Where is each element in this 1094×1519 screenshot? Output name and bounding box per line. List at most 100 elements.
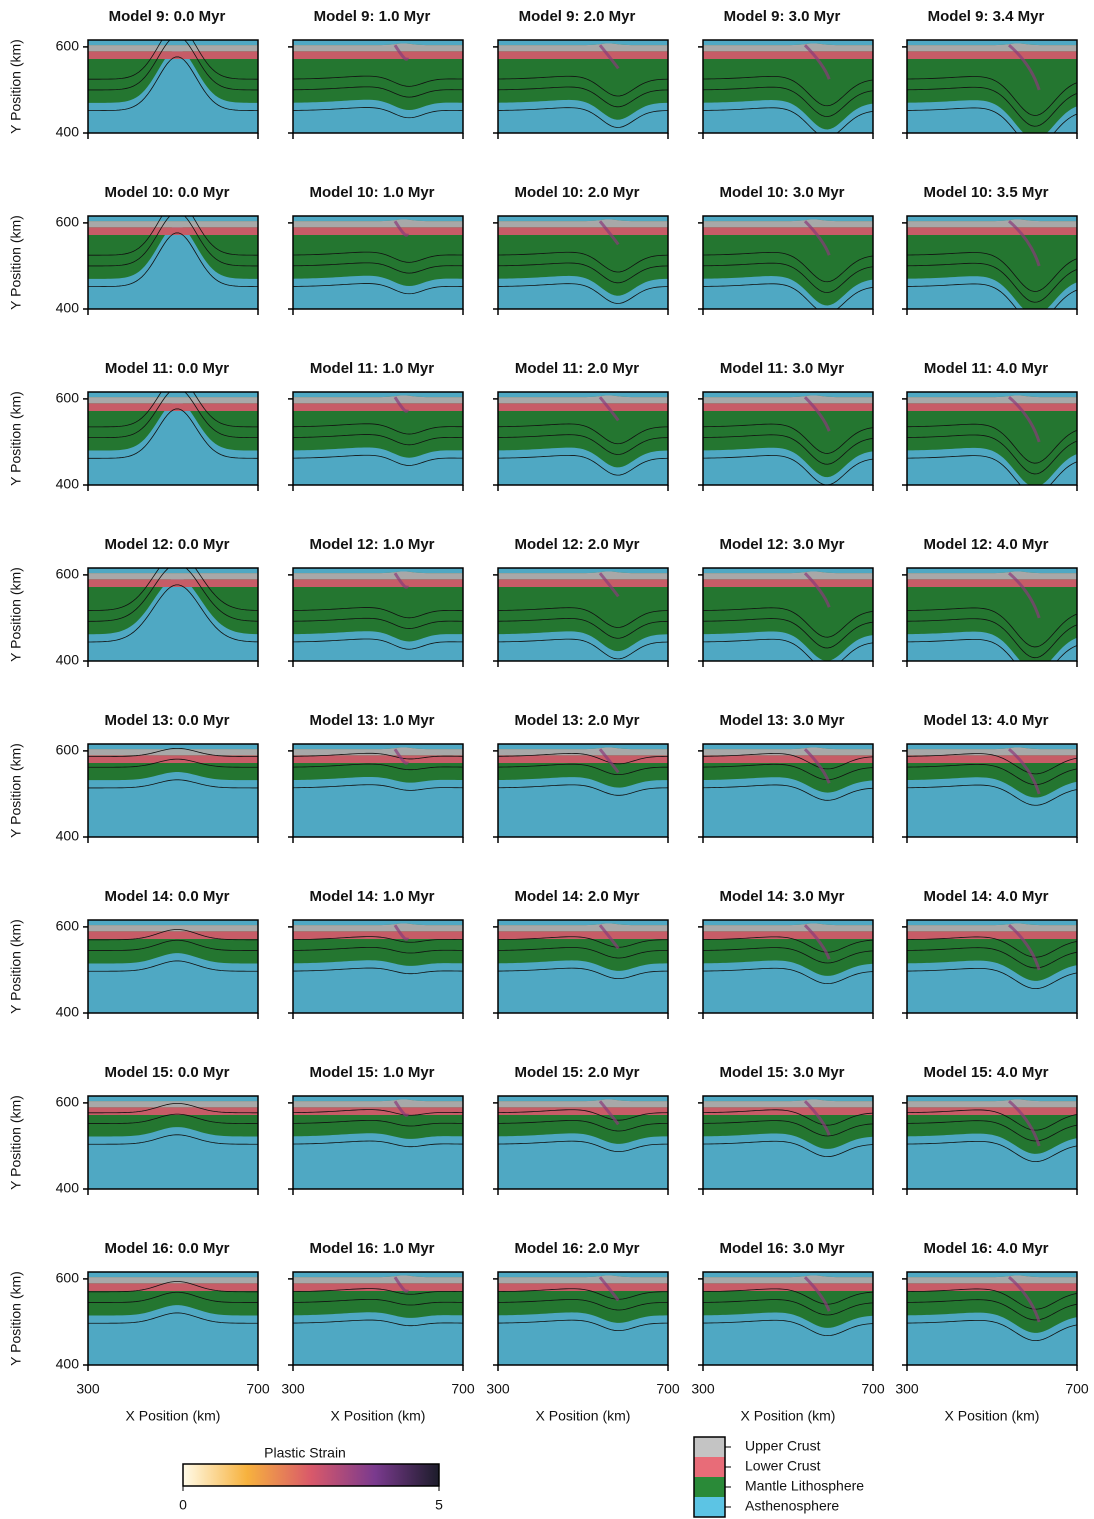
shade [88,744,258,837]
panel-field [88,744,258,837]
x-tick-label: 700 [246,1381,270,1397]
panel-field [703,216,873,313]
panel-field [907,744,1077,837]
shade [88,1096,258,1189]
panel-field [293,1096,463,1189]
y-tick-label: 400 [56,300,80,316]
panel-title: Model 16: 2.0 Myr [514,1240,639,1257]
panel-field [703,1272,873,1365]
legend-swatch [694,1477,725,1497]
panel-title: Model 10: 0.0 Myr [104,184,229,201]
x-axis-label: X Position (km) [945,1408,1040,1424]
panel-title: Model 11: 0.0 Myr [105,360,229,377]
shade [293,1272,463,1365]
panel-field [907,920,1077,1013]
y-tick-label: 400 [56,652,80,668]
panel-title: Model 9: 2.0 Myr [519,8,636,25]
legend-label: Asthenosphere [745,1498,839,1514]
panel-title: Model 16: 3.0 Myr [719,1240,844,1257]
y-tick-label: 600 [56,566,80,582]
y-axis-label: Y Position (km) [8,743,24,838]
panel-title: Model 12: 1.0 Myr [309,536,434,553]
y-axis-label: Y Position (km) [8,567,24,662]
shade [293,920,463,1013]
legend-swatch [694,1457,725,1477]
panel-title: Model 15: 0.0 Myr [104,1064,229,1081]
y-tick-label: 400 [56,828,80,844]
y-tick-label: 600 [56,390,80,406]
y-axis-label: Y Position (km) [8,391,24,486]
panel-field [907,216,1077,323]
panel-title: Model 13: 2.0 Myr [514,712,639,729]
x-axis-label: X Position (km) [331,1408,426,1424]
panel-title: Model 11: 2.0 Myr [515,360,639,377]
panel-field [498,744,668,837]
shade [498,392,668,485]
x-tick-label: 700 [1065,1381,1089,1397]
panel-field [293,920,463,1013]
panel-title: Model 14: 4.0 Myr [923,888,1048,905]
colorbar-label: Plastic Strain [264,1445,346,1461]
x-axis-label: X Position (km) [126,1408,221,1424]
panel-title: Model 10: 3.5 Myr [923,184,1048,201]
panel-title: Model 12: 3.0 Myr [719,536,844,553]
panel-field [293,568,463,661]
shade [498,40,668,133]
shade [293,568,463,661]
colorbar [183,1464,439,1486]
panel-field [498,392,668,485]
panel-field [703,920,873,1013]
panel-field [293,216,463,309]
panel-title: Model 11: 3.0 Myr [720,360,844,377]
panel-title: Model 15: 1.0 Myr [309,1064,434,1081]
colorbar-tick-label: 0 [179,1497,187,1513]
legend-swatch [694,1437,725,1457]
y-tick-label: 400 [56,1004,80,1020]
panel-field [907,568,1077,678]
shade [293,744,463,837]
shade [293,392,463,485]
shade [498,744,668,837]
panel-title: Model 14: 1.0 Myr [309,888,434,905]
panel-field [498,40,668,133]
panel-field [88,202,258,309]
panel-field [88,920,258,1013]
legend-label: Mantle Lithosphere [745,1478,864,1494]
shade [498,1272,668,1365]
panel-field [703,1096,873,1189]
panel-field [88,1272,258,1365]
panel-field [703,568,873,669]
panel-field [907,1272,1077,1365]
shade [88,40,258,133]
y-axis-label: Y Position (km) [8,39,24,134]
panel-title: Model 13: 1.0 Myr [309,712,434,729]
shade [907,216,1077,309]
shade [498,920,668,1013]
panel-field [498,1096,668,1189]
panel-title: Model 9: 0.0 Myr [109,8,226,25]
panel-field [293,1272,463,1365]
y-tick-label: 400 [56,1356,80,1372]
shade [498,216,668,309]
legend-label: Lower Crust [745,1458,821,1474]
x-tick-label: 700 [656,1381,680,1397]
panel-title: Model 16: 1.0 Myr [309,1240,434,1257]
shade [88,1272,258,1365]
y-tick-label: 600 [56,214,80,230]
panel-title: Model 12: 0.0 Myr [104,536,229,553]
y-axis-label: Y Position (km) [8,215,24,310]
panel-title: Model 16: 4.0 Myr [923,1240,1048,1257]
x-axis-label: X Position (km) [536,1408,631,1424]
panel-title: Model 15: 3.0 Myr [719,1064,844,1081]
panel-title: Model 15: 2.0 Myr [514,1064,639,1081]
shade [907,744,1077,837]
y-tick-label: 600 [56,1270,80,1286]
panel-title: Model 15: 4.0 Myr [923,1064,1048,1081]
panel-title: Model 16: 0.0 Myr [104,1240,229,1257]
panel-title: Model 12: 2.0 Myr [514,536,639,553]
y-axis-label: Y Position (km) [8,919,24,1014]
shade [293,216,463,309]
panel-field [88,26,258,133]
x-tick-label: 300 [486,1381,510,1397]
panel-title: Model 11: 1.0 Myr [310,360,434,377]
